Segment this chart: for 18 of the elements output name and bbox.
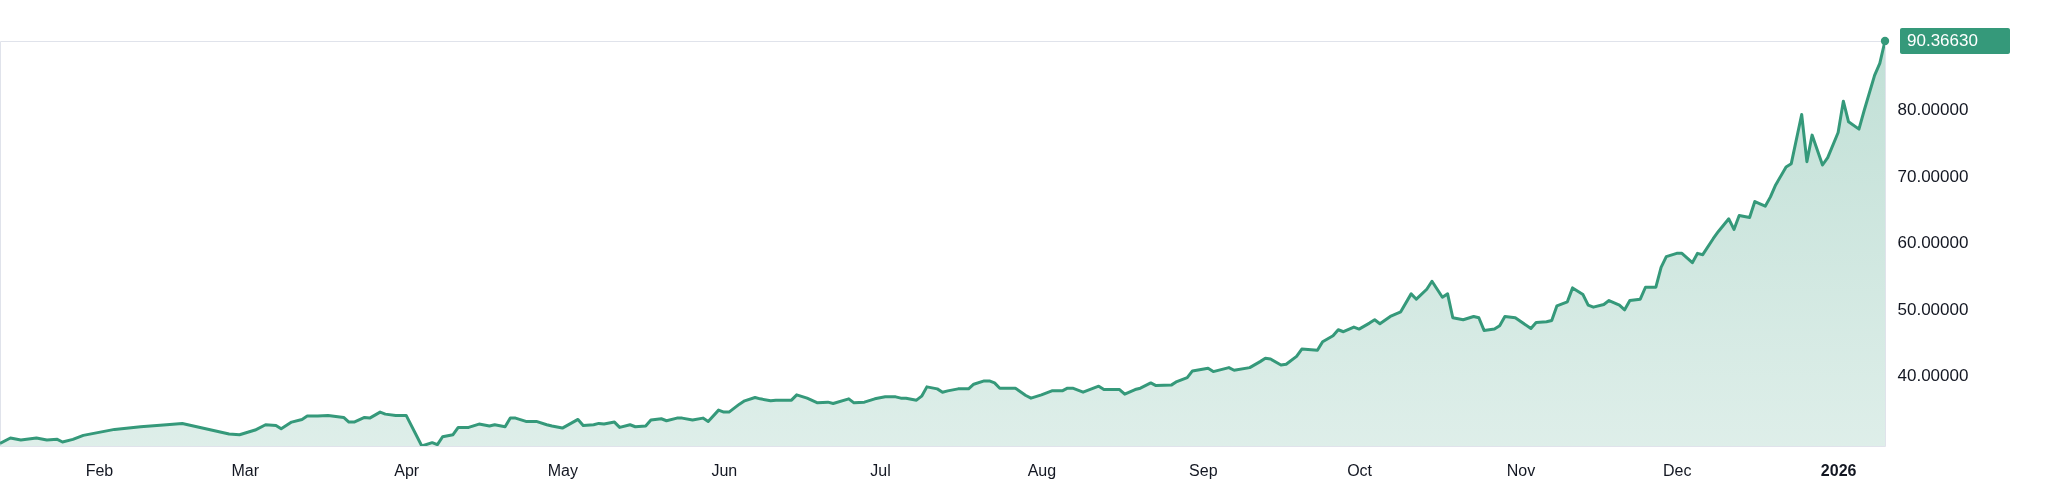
y-tick-label: 80.00000 — [1897, 100, 1969, 120]
x-tick-label: Jun — [711, 461, 738, 479]
x-tick-label: Nov — [1506, 461, 1536, 479]
x-tick-label: 2026 — [1820, 461, 1857, 479]
y-tick-label: 70.00000 — [1897, 166, 1969, 186]
y-tick-label: 60.00000 — [1897, 233, 1969, 253]
y-tick-label: 50.00000 — [1897, 299, 1969, 319]
x-tick-label: Apr — [394, 461, 420, 479]
x-tick-label: Mar — [231, 461, 260, 479]
x-tick-label: Feb — [85, 461, 114, 479]
y-tick-label: 40.00000 — [1897, 366, 1969, 386]
x-tick-label: Sep — [1189, 461, 1218, 479]
x-tick-label: Dec — [1662, 461, 1692, 479]
x-tick-label: Jul — [870, 461, 891, 479]
x-tick-label: Aug — [1027, 461, 1057, 479]
annotation: 90.36630 — [1907, 31, 1978, 50]
x-tick-label: Oct — [1347, 461, 1373, 479]
x-tick-label: May — [547, 461, 578, 479]
